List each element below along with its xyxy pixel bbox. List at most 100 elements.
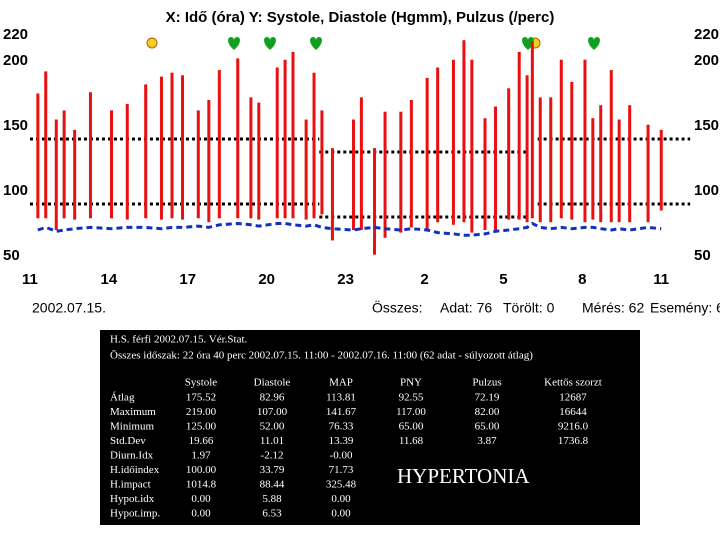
diagnosis: HYPERTONIA bbox=[397, 464, 530, 488]
event-icon bbox=[146, 37, 158, 49]
bp-bar bbox=[359, 97, 363, 231]
bp-bar bbox=[583, 59, 587, 223]
column-header: Systole bbox=[185, 377, 218, 389]
y-tick-label-right: 150 bbox=[694, 117, 719, 134]
bp-bar bbox=[549, 97, 553, 223]
row-label: Maximum bbox=[110, 406, 156, 418]
cell: 6.53 bbox=[262, 508, 282, 520]
bp-bar bbox=[275, 67, 279, 219]
bp-bar bbox=[304, 119, 308, 220]
total-item: Mérés: 62 bbox=[582, 300, 644, 316]
bp-bar bbox=[570, 81, 574, 220]
bp-bar bbox=[217, 70, 221, 219]
stats-header: H.S. férfi 2002.07.15. Vér.Stat. bbox=[110, 334, 248, 346]
heart-icon bbox=[310, 37, 322, 50]
cell: 52.00 bbox=[260, 421, 285, 433]
row-label: Minimum bbox=[110, 421, 154, 433]
bp-bar bbox=[159, 76, 163, 220]
stats-panel bbox=[100, 330, 640, 525]
cell: 1.97 bbox=[191, 450, 211, 462]
pulse-line bbox=[37, 221, 662, 237]
cell: 11.01 bbox=[260, 435, 284, 447]
x-tick-label: 2 bbox=[420, 271, 428, 288]
y-tick-label-right: 50 bbox=[694, 247, 711, 264]
cell: 65.00 bbox=[475, 421, 500, 433]
cell: 13.39 bbox=[329, 435, 354, 447]
bp-bar bbox=[470, 59, 474, 233]
bp-bar bbox=[599, 105, 603, 223]
column-header: PNY bbox=[400, 377, 422, 389]
cell: 0.00 bbox=[331, 508, 351, 520]
bp-bar bbox=[170, 72, 174, 219]
bp-bar bbox=[628, 105, 632, 223]
column-header: MAP bbox=[329, 377, 353, 389]
cell: 19.66 bbox=[189, 435, 214, 447]
row-label: Hypot.idx bbox=[110, 493, 155, 505]
bp-bar bbox=[373, 148, 377, 255]
x-tick-label: 20 bbox=[258, 271, 275, 288]
cell: 0.00 bbox=[191, 508, 211, 520]
bp-bar bbox=[283, 59, 287, 219]
cell: 113.81 bbox=[326, 392, 356, 404]
y-tick-label: 220 bbox=[3, 26, 28, 43]
bp-bar bbox=[196, 110, 200, 219]
bp-bar bbox=[436, 67, 440, 223]
x-tick-label: 23 bbox=[337, 271, 354, 288]
bp-bar bbox=[451, 59, 455, 225]
row-label: Std.Dev bbox=[110, 435, 146, 447]
cell: 16644 bbox=[559, 406, 587, 418]
y-tick-label-right: 220 bbox=[694, 26, 719, 43]
heart-icon bbox=[264, 37, 276, 50]
heart-icon bbox=[588, 37, 600, 50]
cell: -2.12 bbox=[261, 450, 284, 462]
cell: 117.00 bbox=[396, 406, 426, 418]
cell: 12687 bbox=[559, 392, 587, 404]
cell: 82.96 bbox=[260, 392, 285, 404]
bp-bar bbox=[462, 40, 466, 223]
cell: 82.00 bbox=[475, 406, 500, 418]
cell: 107.00 bbox=[257, 406, 288, 418]
y-tick-label: 200 bbox=[3, 52, 28, 69]
cell: 219.00 bbox=[186, 406, 217, 418]
cell: 76.33 bbox=[329, 421, 354, 433]
bp-bar bbox=[383, 111, 387, 238]
total-item: Törölt: 0 bbox=[503, 300, 555, 316]
cell: -0.00 bbox=[330, 450, 353, 462]
bp-bar bbox=[530, 41, 534, 219]
bp-bar bbox=[409, 100, 413, 228]
cell: 5.88 bbox=[262, 493, 282, 505]
bp-bar bbox=[330, 148, 334, 241]
cell: 325.48 bbox=[326, 479, 357, 491]
column-header: Diastole bbox=[254, 377, 291, 389]
x-tick-label: 14 bbox=[101, 271, 118, 288]
chart-title: X: Idő (óra) Y: Systole, Diastole (Hgmm)… bbox=[166, 9, 555, 26]
cell: 9216.0 bbox=[558, 421, 589, 433]
cell: 33.79 bbox=[260, 464, 285, 476]
bp-bar bbox=[291, 51, 295, 219]
total-item: Esemény: 6 bbox=[650, 300, 720, 316]
cell: 175.52 bbox=[186, 392, 216, 404]
bp-bar bbox=[525, 75, 529, 223]
x-tick-label: 11 bbox=[22, 271, 38, 288]
bp-bar bbox=[609, 70, 613, 223]
bp-bar bbox=[425, 77, 429, 231]
bp-bar bbox=[351, 119, 355, 230]
heart-icon bbox=[228, 37, 240, 50]
bp-bar bbox=[659, 129, 663, 211]
bp-bar bbox=[249, 97, 253, 219]
cell: 0.00 bbox=[191, 493, 211, 505]
cell: 0.00 bbox=[331, 493, 351, 505]
cell: 92.55 bbox=[399, 392, 424, 404]
bp-bar bbox=[591, 118, 595, 220]
bp-bar bbox=[73, 129, 77, 220]
cell: 71.73 bbox=[329, 464, 354, 476]
cell: 1014.8 bbox=[186, 479, 217, 491]
cell: 100.00 bbox=[186, 464, 217, 476]
bp-bar bbox=[517, 51, 521, 220]
bp-bar bbox=[62, 110, 66, 219]
bp-bar bbox=[88, 92, 92, 219]
bp-bar bbox=[559, 59, 563, 219]
row-label: Átlag bbox=[110, 392, 135, 404]
row-label: Diurn.Idx bbox=[110, 450, 154, 462]
